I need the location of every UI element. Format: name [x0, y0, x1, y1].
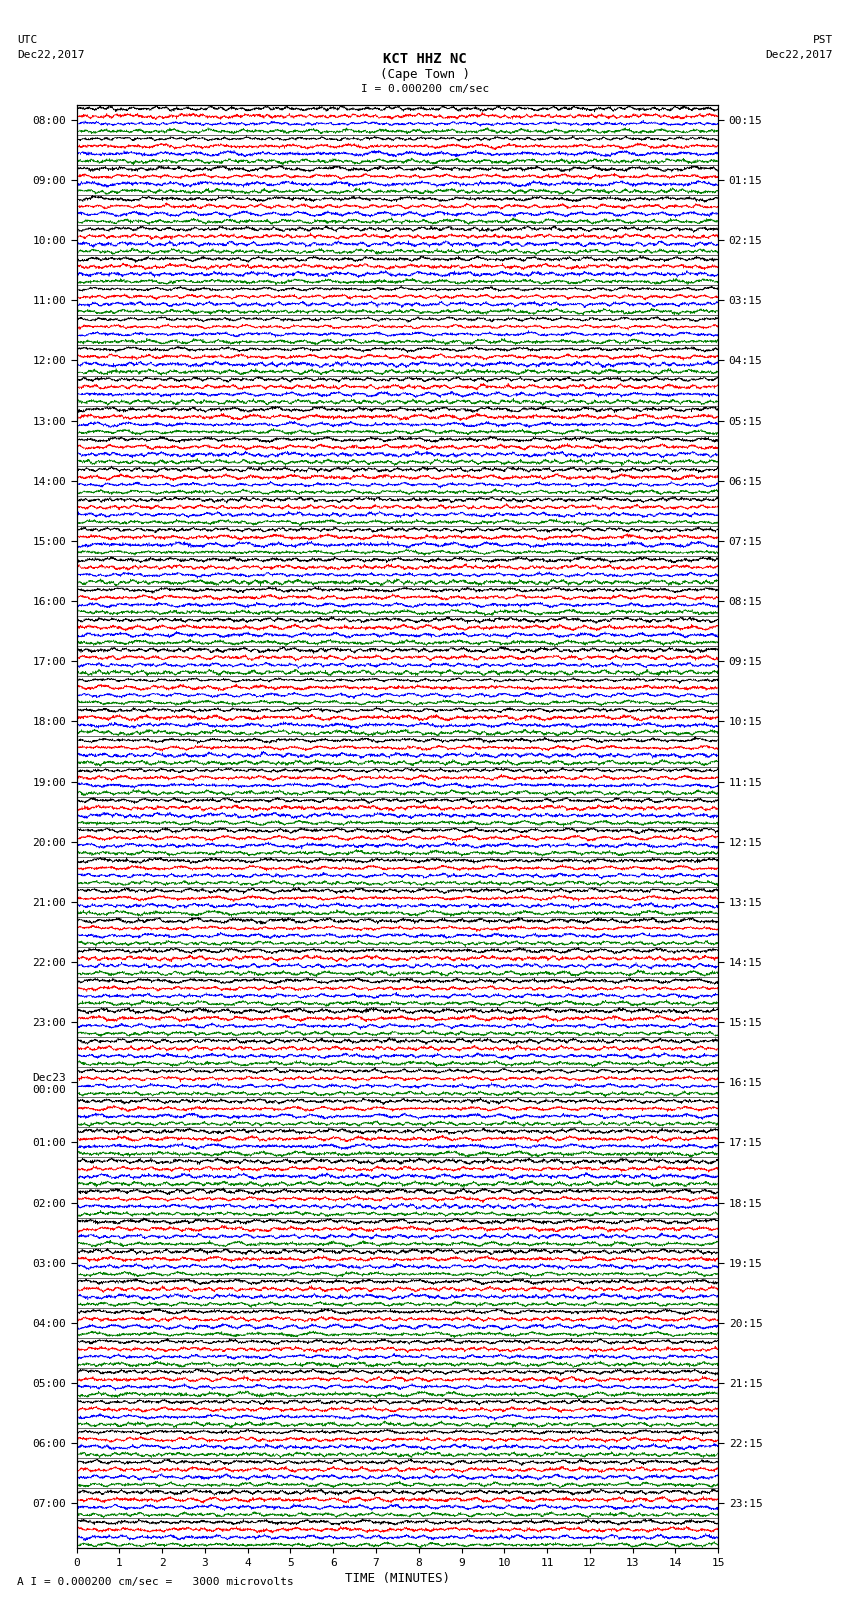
Text: UTC: UTC	[17, 35, 37, 45]
Text: Dec22,2017: Dec22,2017	[17, 50, 84, 60]
Text: I = 0.000200 cm/sec: I = 0.000200 cm/sec	[361, 84, 489, 94]
Text: A I = 0.000200 cm/sec =   3000 microvolts: A I = 0.000200 cm/sec = 3000 microvolts	[17, 1578, 294, 1587]
Text: KCT HHZ NC: KCT HHZ NC	[383, 52, 467, 66]
Text: Dec22,2017: Dec22,2017	[766, 50, 833, 60]
Text: (Cape Town ): (Cape Town )	[380, 68, 470, 81]
Text: PST: PST	[813, 35, 833, 45]
X-axis label: TIME (MINUTES): TIME (MINUTES)	[345, 1573, 450, 1586]
